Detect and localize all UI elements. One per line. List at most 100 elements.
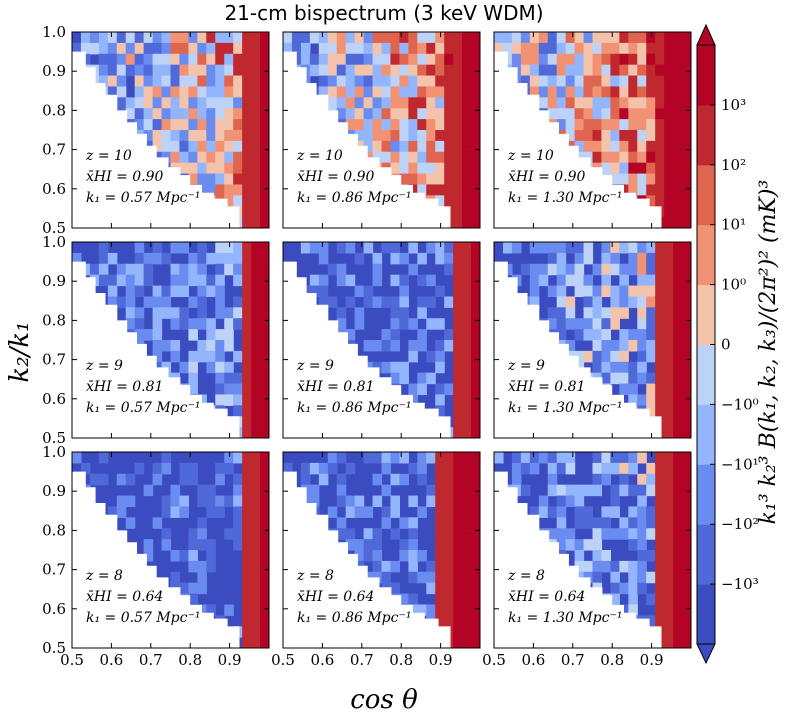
- panel-1-1: z = 9 x̄HI = 0.81 k₁ = 0.86 Mpc⁻¹: [282, 241, 481, 439]
- colorbar-arrow-bottom: [696, 643, 716, 665]
- panel-frame: [282, 31, 481, 229]
- contour-field: [72, 242, 269, 438]
- y-tick-label: 1.0: [42, 233, 66, 251]
- y-tick-label: 0.7: [42, 141, 66, 159]
- panel-frame: [282, 241, 481, 439]
- x-tick-label: 0.9: [429, 651, 453, 669]
- panel-0-1: z = 10 x̄HI = 0.90 k₁ = 0.86 Mpc⁻¹: [282, 31, 481, 229]
- x-tick-label: 0.9: [218, 651, 242, 669]
- colorbar-tick-label: −10¹: [721, 455, 759, 473]
- y-tick-label: 0.5: [42, 639, 66, 657]
- panel-annotation: z = 9: [507, 358, 545, 374]
- colorbar-tick-label: 10⁰: [721, 276, 746, 294]
- colorbar: 10³ 10² 10¹ 10⁰ 0 −10⁰ −10¹ −10² −10³: [696, 23, 759, 665]
- panel-frame: [493, 241, 692, 439]
- panel-grid: 0.5 0.6 0.7 0.8 0.9 1.0 z = 10 x̄HI = 0.90 k₁ = …: [42, 23, 692, 669]
- y-tick-label: 0.9: [42, 62, 66, 80]
- panel-frame: [71, 31, 270, 229]
- panel-annotation: k₁ = 1.30 Mpc⁻¹: [508, 190, 623, 206]
- y-tick-label: 0.8: [42, 521, 66, 539]
- colorbar-tick-label: 0: [721, 336, 731, 354]
- colorbar-arrow-top: [696, 23, 716, 46]
- colorbar-segment: [697, 524, 715, 585]
- excluded-region: [283, 261, 451, 438]
- y-tick-label: 0.8: [42, 311, 66, 329]
- panel-annotation: k₁ = 0.57 Mpc⁻¹: [86, 610, 201, 626]
- y-tick-label: 0.6: [42, 390, 66, 408]
- panel-annotation: k₁ = 0.57 Mpc⁻¹: [86, 400, 201, 416]
- x-axis-label: cos θ: [350, 685, 418, 715]
- panel-annotation: x̄HI = 0.64: [297, 589, 374, 605]
- x-tick-label: 0.6: [99, 651, 123, 669]
- panel-2-2: 0.5 0.6 0.7 0.8 0.9 z = 8 x̄HI = 0.64 k₁ = 1.30…: [482, 451, 692, 669]
- y-tick-label: 0.6: [42, 180, 66, 198]
- panel-2-0: 0.5 0.6 0.7 0.8 0.9 1.0 0.5 0.6 0.7 0.8 0.9 z = 8 x̄…: [42, 443, 270, 669]
- panel-annotation: z = 8: [296, 568, 334, 584]
- colorbar-tick-label: −10⁰: [721, 395, 759, 413]
- y-tick-label: 0.7: [42, 561, 66, 579]
- panel-1-0: 0.5 0.6 0.7 0.8 0.9 1.0 z = 9 x̄HI = 0.81 k₁ = 0…: [42, 233, 270, 447]
- colorbar-segment: [697, 584, 715, 645]
- colorbar-label: k₁³ k₂³ B(k₁, k₂, k₃)/(2π²)² (mK)³: [756, 180, 781, 525]
- panel-annotation: x̄HI = 0.64: [86, 589, 163, 605]
- panel-annotation: z = 9: [85, 358, 123, 374]
- excluded-region: [494, 51, 662, 228]
- excluded-region: [72, 51, 240, 228]
- y-tick-label: 0.8: [42, 101, 66, 119]
- colorbar-tick-label: 10²: [721, 156, 746, 174]
- y-tick-label: 0.9: [42, 272, 66, 290]
- panel-frame: [71, 241, 270, 439]
- panel-annotation: x̄HI = 0.81: [86, 379, 163, 395]
- panel-frame: [493, 451, 692, 649]
- colorbar-segment: [697, 164, 715, 226]
- colorbar-tick-label: −10³: [721, 575, 759, 593]
- y-tick-label: 1.0: [42, 23, 66, 41]
- panel-annotation: x̄HI = 0.90: [86, 169, 164, 185]
- y-tick-label: 1.0: [42, 443, 66, 461]
- panel-0-0: 0.5 0.6 0.7 0.8 0.9 1.0 z = 10 x̄HI = 0.90 k₁ = …: [42, 23, 270, 237]
- panel-0-2: z = 10 x̄HI = 0.90 k₁ = 1.30 Mpc⁻¹: [493, 31, 692, 229]
- excluded-region: [283, 51, 451, 228]
- panel-annotation: k₁ = 0.86 Mpc⁻¹: [297, 400, 412, 416]
- contour-field: [494, 242, 691, 438]
- contour-field: [283, 242, 480, 438]
- x-tick-label: 0.6: [310, 651, 334, 669]
- panel-2-1: 0.5 0.6 0.7 0.8 0.9 z = 8 x̄HI = 0.64 k₁ = 0.86…: [271, 451, 481, 669]
- x-tick-label: 0.8: [389, 651, 413, 669]
- colorbar-segment: [697, 45, 715, 106]
- colorbar-segment: [697, 104, 715, 166]
- panel-annotation: k₁ = 0.57 Mpc⁻¹: [86, 190, 201, 206]
- panel-annotation: x̄HI = 0.81: [297, 379, 374, 395]
- excluded-region: [72, 261, 240, 438]
- colorbar-segment: [697, 224, 715, 286]
- panel-frame: [282, 451, 481, 649]
- contour-field: [494, 452, 691, 648]
- x-tick-label: 0.7: [561, 651, 585, 669]
- excluded-region: [72, 471, 240, 648]
- panel-annotation: x̄HI = 0.90: [297, 169, 375, 185]
- excluded-region: [283, 471, 451, 648]
- x-tick-label: 0.7: [139, 651, 163, 669]
- x-tick-label: 0.8: [178, 651, 202, 669]
- excluded-region: [494, 261, 662, 438]
- colorbar-segment: [697, 404, 715, 465]
- y-tick-label: 0.9: [42, 482, 66, 500]
- x-tick-label: 0.5: [60, 651, 84, 669]
- y-tick-label: 0.6: [42, 600, 66, 618]
- panel-annotation: k₁ = 0.86 Mpc⁻¹: [297, 610, 412, 626]
- y-axis-label: k₂/k₁: [5, 321, 35, 382]
- contour-field: [72, 32, 269, 228]
- panel-annotation: z = 10: [507, 148, 554, 164]
- panel-frame: [493, 31, 692, 229]
- panel-annotation: x̄HI = 0.81: [508, 379, 585, 395]
- x-tick-label: 0.6: [521, 651, 545, 669]
- x-tick-label: 0.5: [271, 651, 295, 669]
- contour-field: [494, 32, 691, 228]
- excluded-region: [494, 471, 662, 648]
- panel-annotation: z = 10: [296, 148, 343, 164]
- colorbar-tick-label: 10³: [721, 96, 746, 114]
- colorbar-segment: [697, 284, 715, 345]
- contour-field: [72, 452, 269, 648]
- panel-annotation: z = 9: [296, 358, 334, 374]
